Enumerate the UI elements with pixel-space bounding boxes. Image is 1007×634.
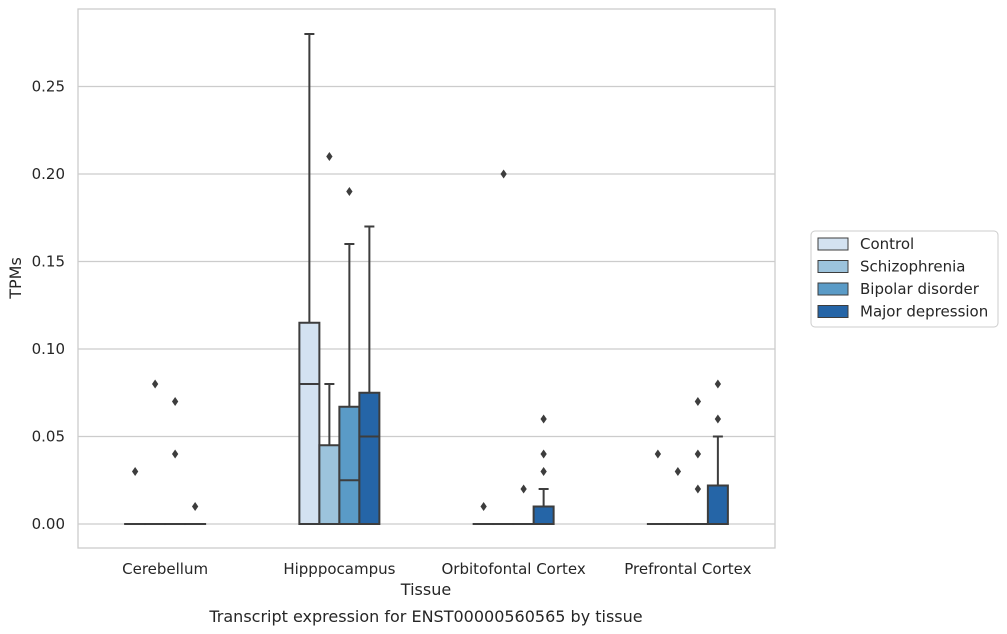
x-tick-labels: Cerebellum Hipppocampus Orbitofontal Corte…: [122, 560, 751, 578]
box: [358, 391, 381, 525]
x-tick-label: Hipppocampus: [283, 560, 395, 578]
outlier-point: [540, 449, 547, 459]
outlier-point: [191, 502, 199, 511]
legend-label: Control: [860, 235, 914, 253]
outlier-point: [520, 484, 527, 494]
legend-swatch: [817, 282, 849, 296]
box-group: [686, 397, 709, 526]
legend: Control Schizophrenia Bipolar disorder Majo…: [810, 230, 999, 328]
box-group: [532, 414, 555, 525]
box: [318, 444, 341, 525]
x-tick-label: Orbitofontal Cortex: [442, 560, 586, 578]
outlier-point: [714, 379, 722, 389]
x-tick-label: Cerebellum: [122, 560, 208, 578]
box-group: [124, 467, 147, 526]
x-tick-label: Prefrontal Cortex: [624, 560, 751, 578]
box-group: [338, 187, 361, 525]
outlier-point: [654, 449, 662, 459]
box-group: [144, 379, 167, 526]
legend-label: Bipolar disorder: [860, 280, 980, 298]
legend-swatch: [817, 237, 849, 251]
box: [532, 505, 555, 525]
outlier-point: [131, 467, 139, 476]
y-tick-label: 0.20: [32, 165, 65, 183]
outlier-point: [171, 397, 179, 406]
x-axis-label: Tissue: [400, 580, 451, 599]
box: [338, 405, 361, 525]
outlier-point: [500, 169, 507, 179]
box-group: [706, 379, 729, 525]
y-tick-label: 0.25: [32, 78, 65, 96]
outlier-point: [674, 467, 682, 476]
outlier-point: [540, 414, 547, 424]
y-tick-labels: 0.00 0.05 0.10 0.15 0.20 0.25: [32, 78, 65, 534]
box-group: [512, 484, 535, 526]
outlier-point: [171, 449, 179, 459]
box-layer: [124, 33, 729, 526]
box: [706, 484, 729, 525]
box: [298, 321, 321, 525]
outlier-point: [346, 187, 353, 196]
legend-swatch: [817, 305, 849, 318]
box-group: [472, 502, 495, 526]
chart-caption: Transcript expression for ENST0000056056…: [208, 607, 642, 626]
outlier-point: [694, 449, 702, 459]
legend-label: Major depression: [860, 303, 988, 321]
outlier-point: [694, 397, 702, 406]
outlier-point: [151, 379, 159, 389]
legend-swatch: [817, 260, 849, 273]
legend-label: Schizophrenia: [860, 258, 965, 276]
box-group: [318, 152, 341, 525]
box-group: [492, 169, 515, 526]
box-group: [358, 225, 381, 525]
outlier-point: [540, 467, 547, 476]
y-tick-label: 0.10: [32, 340, 65, 358]
box-group: [646, 449, 669, 526]
y-tick-label: 0.00: [32, 515, 65, 533]
box-group: [184, 502, 207, 526]
plot-frame: [77, 8, 776, 549]
outlier-point: [326, 152, 333, 161]
box-group: [298, 33, 321, 525]
y-tick-label: 0.05: [32, 428, 65, 446]
box-group: [164, 397, 187, 526]
outlier-point: [480, 502, 487, 511]
outlier-point: [714, 414, 722, 424]
y-tick-label: 0.15: [32, 253, 65, 271]
grid-layer: [78, 85, 775, 525]
legend-frame: [810, 230, 999, 328]
y-axis-label: TPMs: [6, 257, 25, 300]
outlier-point: [694, 484, 702, 494]
box-group: [666, 467, 689, 526]
